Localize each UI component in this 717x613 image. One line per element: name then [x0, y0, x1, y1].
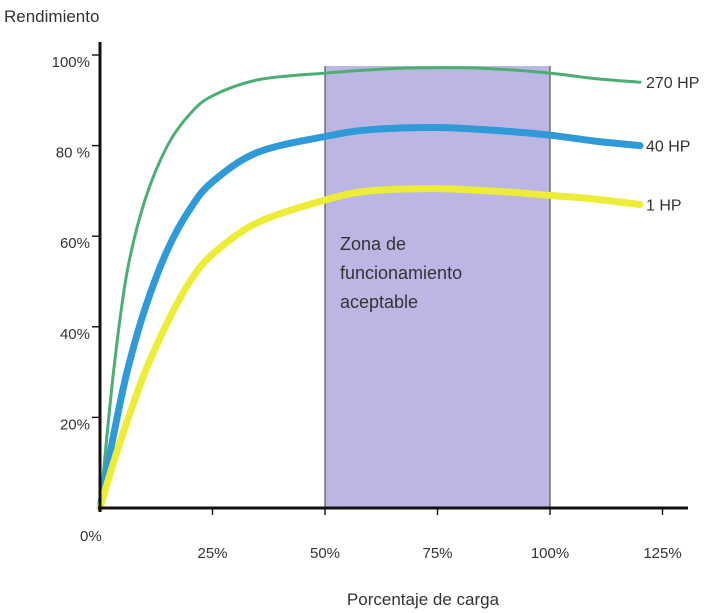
- series-labels: 270 HP 40 HP 1 HP: [646, 75, 699, 214]
- zone-label: Zona de funcionamiento aceptable: [340, 234, 462, 312]
- x-tick-label: 125%: [643, 545, 681, 562]
- series-label-40-hp: 40 HP: [646, 139, 690, 156]
- origin-label: 0%: [80, 528, 102, 545]
- y-tick-label: 100%: [52, 54, 90, 71]
- zone-label-line: aceptable: [340, 292, 418, 312]
- series-label-270-hp: 270 HP: [646, 75, 699, 92]
- x-tick-label: 50%: [310, 545, 340, 562]
- y-tick-label: 40%: [60, 326, 90, 343]
- series-layer: [96, 66, 644, 512]
- x-axis-label: Porcentaje de carga: [347, 590, 500, 609]
- y-tick-label: 20%: [60, 416, 90, 433]
- series-line-270-hp: [98, 66, 642, 510]
- zone-label-line: funcionamiento: [340, 263, 462, 283]
- y-tick-label: 80 %: [56, 145, 90, 162]
- x-tick-label: 100%: [531, 545, 569, 562]
- zone-label-line: Zona de: [340, 234, 406, 254]
- y-axis-label: Rendimiento: [4, 7, 99, 26]
- series-label-1-hp: 1 HP: [646, 197, 682, 214]
- x-tick-label: 25%: [197, 545, 227, 562]
- x-tick-label: 75%: [422, 545, 452, 562]
- x-tick-group: 25% 50% 75% 100% 125%: [197, 508, 682, 562]
- series-line-40-hp: [96, 123, 644, 512]
- y-tick-group: 20% 40% 60% 80 % 100%: [52, 54, 100, 433]
- y-tick-label: 60%: [60, 235, 90, 252]
- series-line-1-hp: [96, 185, 644, 512]
- acceptable-zone-band: [325, 66, 550, 508]
